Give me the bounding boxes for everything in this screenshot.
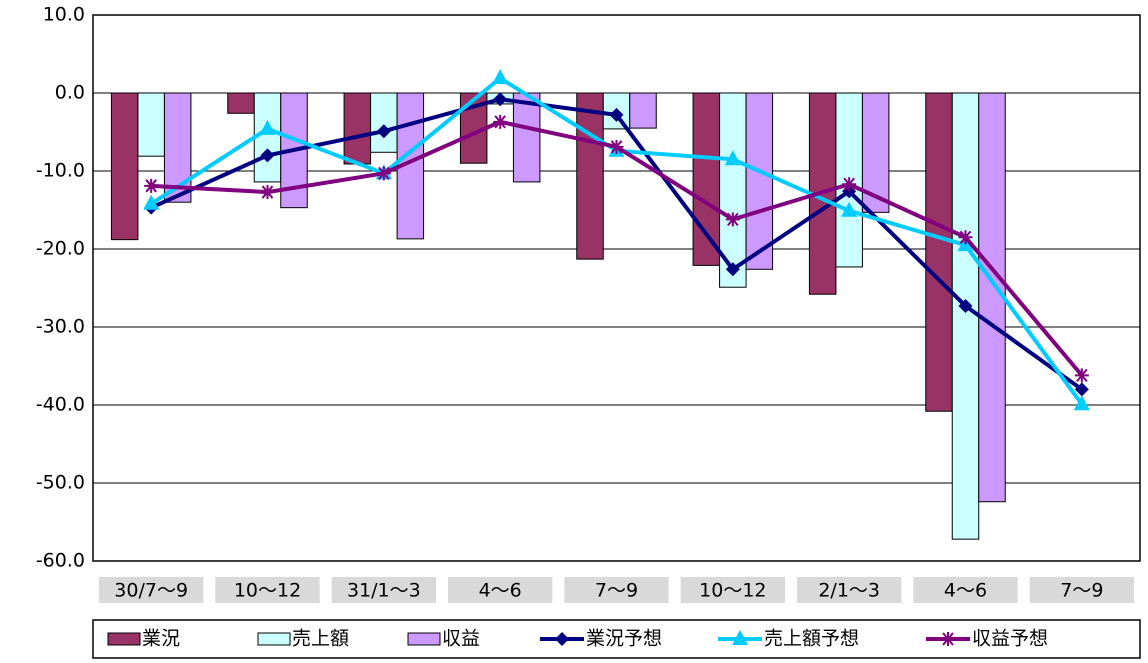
legend-label: 売上額 (292, 628, 349, 650)
marker (1074, 382, 1089, 397)
marker (732, 630, 748, 645)
bar (629, 92, 657, 129)
bar (512, 92, 541, 183)
bar (343, 92, 372, 165)
bar (253, 92, 282, 183)
x-tick-label: 31/1～3 (347, 580, 421, 602)
x-label-bg (680, 577, 785, 603)
x-label-bg (913, 577, 1018, 603)
bar (925, 92, 953, 412)
legend-label: 収益予想 (972, 628, 1048, 650)
y-tick-label: -30.0 (36, 316, 85, 338)
legend-label: 収益 (442, 628, 480, 650)
y-tick-label: 0.0 (55, 82, 85, 104)
bar (110, 92, 139, 241)
y-tick-label: -20.0 (36, 238, 85, 260)
x-label-bg (1029, 577, 1134, 603)
x-tick-label: 10～12 (699, 580, 766, 602)
bar (370, 92, 398, 153)
x-label-bg (797, 577, 902, 603)
marker (725, 262, 740, 277)
marker (492, 69, 509, 85)
x-label-bg (215, 577, 320, 603)
x-tick-label: 7～9 (1060, 580, 1103, 602)
marker (724, 150, 741, 166)
x-tick-label: 2/1～3 (818, 580, 880, 602)
bar (692, 92, 721, 266)
x-tick-label: 4～6 (479, 580, 522, 602)
legend-swatch (107, 632, 141, 646)
legend-swatch (407, 632, 441, 646)
legend-swatch (257, 632, 291, 646)
x-tick-label: 4～6 (944, 580, 987, 602)
marker (609, 139, 624, 154)
marker (144, 178, 159, 193)
marker (958, 230, 973, 245)
bar (137, 92, 165, 157)
x-tick-label: 7～9 (595, 580, 638, 602)
marker (260, 148, 275, 163)
marker (259, 119, 276, 135)
bar (978, 92, 1006, 503)
legend-label: 業況 (142, 628, 180, 650)
marker (260, 185, 275, 200)
x-tick-label: 10～12 (234, 580, 301, 602)
marker (841, 201, 858, 217)
marker (555, 632, 569, 646)
y-tick-label: 10.0 (43, 4, 85, 26)
bar (227, 92, 255, 114)
bar (951, 92, 980, 540)
marker (725, 212, 740, 227)
x-label-bg (564, 577, 669, 603)
y-tick-label: -50.0 (36, 472, 85, 494)
marker (1073, 395, 1090, 411)
marker (941, 632, 955, 646)
marker (609, 107, 624, 122)
marker (842, 177, 857, 192)
legend-label: 業況予想 (586, 628, 662, 650)
y-tick-label: -10.0 (36, 160, 85, 182)
legend-label: 売上額予想 (764, 628, 859, 650)
marker (1074, 368, 1089, 383)
x-tick-label: 30/7～9 (114, 580, 188, 602)
marker (143, 194, 160, 210)
y-tick-label: -60.0 (36, 550, 85, 572)
marker (376, 166, 391, 181)
x-label-bg (99, 577, 204, 603)
marker (493, 114, 508, 129)
marker (493, 92, 508, 107)
marker (958, 298, 973, 313)
marker (376, 124, 391, 139)
bar (745, 92, 774, 270)
x-label-bg (331, 577, 436, 603)
plot-border (92, 14, 1141, 562)
bar (576, 92, 604, 260)
x-label-bg (448, 577, 553, 603)
y-tick-label: -40.0 (36, 394, 85, 416)
bar (163, 92, 192, 203)
